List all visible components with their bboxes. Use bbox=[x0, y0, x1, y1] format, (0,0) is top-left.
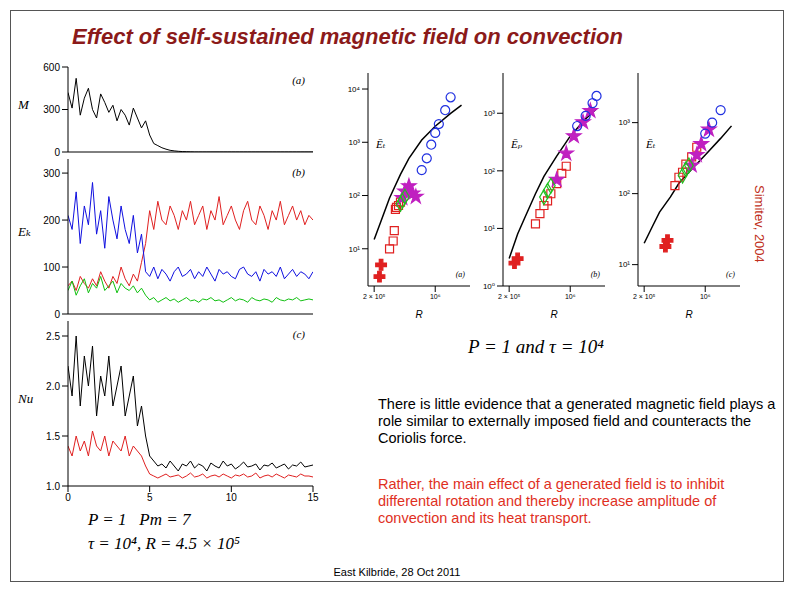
svg-text:0: 0 bbox=[65, 492, 71, 503]
svg-text:10⁴: 10⁴ bbox=[348, 85, 361, 94]
svg-text:10¹: 10¹ bbox=[618, 260, 630, 269]
svg-text:10⁰: 10⁰ bbox=[483, 282, 495, 291]
html-text:τ = 10⁴, R = 4.5 × 10⁵: τ = 10⁴, R = 4.5 × 10⁵ bbox=[88, 534, 240, 553]
html-text:Rather, the main effect of a g: Rather, the main effect of a generated f… bbox=[378, 476, 725, 526]
svg-text:10³: 10³ bbox=[348, 138, 360, 147]
svg-text:1.5: 1.5 bbox=[46, 431, 60, 442]
html-text:Ēₜ: Ēₜ bbox=[646, 138, 656, 150]
html-text:There is little evidence that: There is little evidence that a generate… bbox=[378, 396, 776, 446]
svg-text:10²: 10² bbox=[618, 189, 630, 198]
svg-text:0: 0 bbox=[54, 309, 60, 318]
svg-text:5: 5 bbox=[147, 492, 153, 503]
svg-text:10: 10 bbox=[226, 492, 238, 503]
svg-text:R: R bbox=[685, 309, 692, 318]
svg-text:2.5: 2.5 bbox=[46, 331, 60, 342]
html-text:Simitev, 2004: Simitev, 2004 bbox=[752, 185, 767, 263]
svg-text:2 × 10⁵: 2 × 10⁵ bbox=[633, 293, 656, 300]
svg-text:10³: 10³ bbox=[618, 118, 630, 127]
svg-text:10⁶: 10⁶ bbox=[700, 293, 711, 300]
html-text:P = 1 and τ = 10⁴: P = 1 and τ = 10⁴ bbox=[468, 336, 604, 357]
svg-text:300: 300 bbox=[43, 168, 60, 179]
svg-text:600: 600 bbox=[43, 62, 60, 73]
svg-text:10⁶: 10⁶ bbox=[430, 293, 441, 300]
svg-text:100: 100 bbox=[43, 262, 60, 273]
html-text:Effect of self-sustained magne: Effect of self-sustained magnetic field … bbox=[72, 24, 623, 49]
html-text:(b): (b) bbox=[590, 270, 600, 279]
html-text:(c): (c) bbox=[726, 270, 735, 279]
svg-text:10²: 10² bbox=[348, 191, 360, 200]
html-text:(a): (a) bbox=[292, 74, 305, 86]
html-text:(b): (b) bbox=[292, 166, 305, 178]
html-text:Eₖ: Eₖ bbox=[18, 224, 31, 239]
html-text:Ēₜ: Ēₜ bbox=[376, 138, 386, 150]
svg-text:0: 0 bbox=[54, 147, 60, 156]
html-text:M: M bbox=[18, 97, 29, 112]
svg-text:15: 15 bbox=[307, 492, 319, 503]
svg-text:10¹: 10¹ bbox=[348, 245, 360, 254]
svg-text:10¹: 10¹ bbox=[483, 224, 495, 233]
svg-text:R: R bbox=[550, 309, 557, 318]
svg-text:2.0: 2.0 bbox=[46, 381, 60, 392]
svg-text:2 × 10⁵: 2 × 10⁵ bbox=[363, 293, 386, 300]
svg-text:1.0: 1.0 bbox=[46, 481, 60, 492]
html-text:Nu: Nu bbox=[18, 391, 34, 406]
svg-text:R: R bbox=[415, 309, 422, 318]
html-text:(c): (c) bbox=[292, 328, 305, 340]
html-text:East Kilbride, 28 Oct 2011: East Kilbride, 28 Oct 2011 bbox=[333, 566, 461, 578]
html-text:Ēₚ: Ēₚ bbox=[511, 138, 523, 150]
svg-text:200: 200 bbox=[43, 215, 60, 226]
svg-text:300: 300 bbox=[43, 104, 60, 115]
svg-text:2 × 10⁵: 2 × 10⁵ bbox=[498, 293, 521, 300]
html-text:(a): (a) bbox=[455, 270, 465, 279]
svg-text:10³: 10³ bbox=[483, 109, 495, 118]
svg-text:10²: 10² bbox=[483, 167, 495, 176]
html-text:P = 1 Pm = 7: P = 1 Pm = 7 bbox=[88, 510, 191, 529]
svg-text:10⁶: 10⁶ bbox=[565, 293, 576, 300]
